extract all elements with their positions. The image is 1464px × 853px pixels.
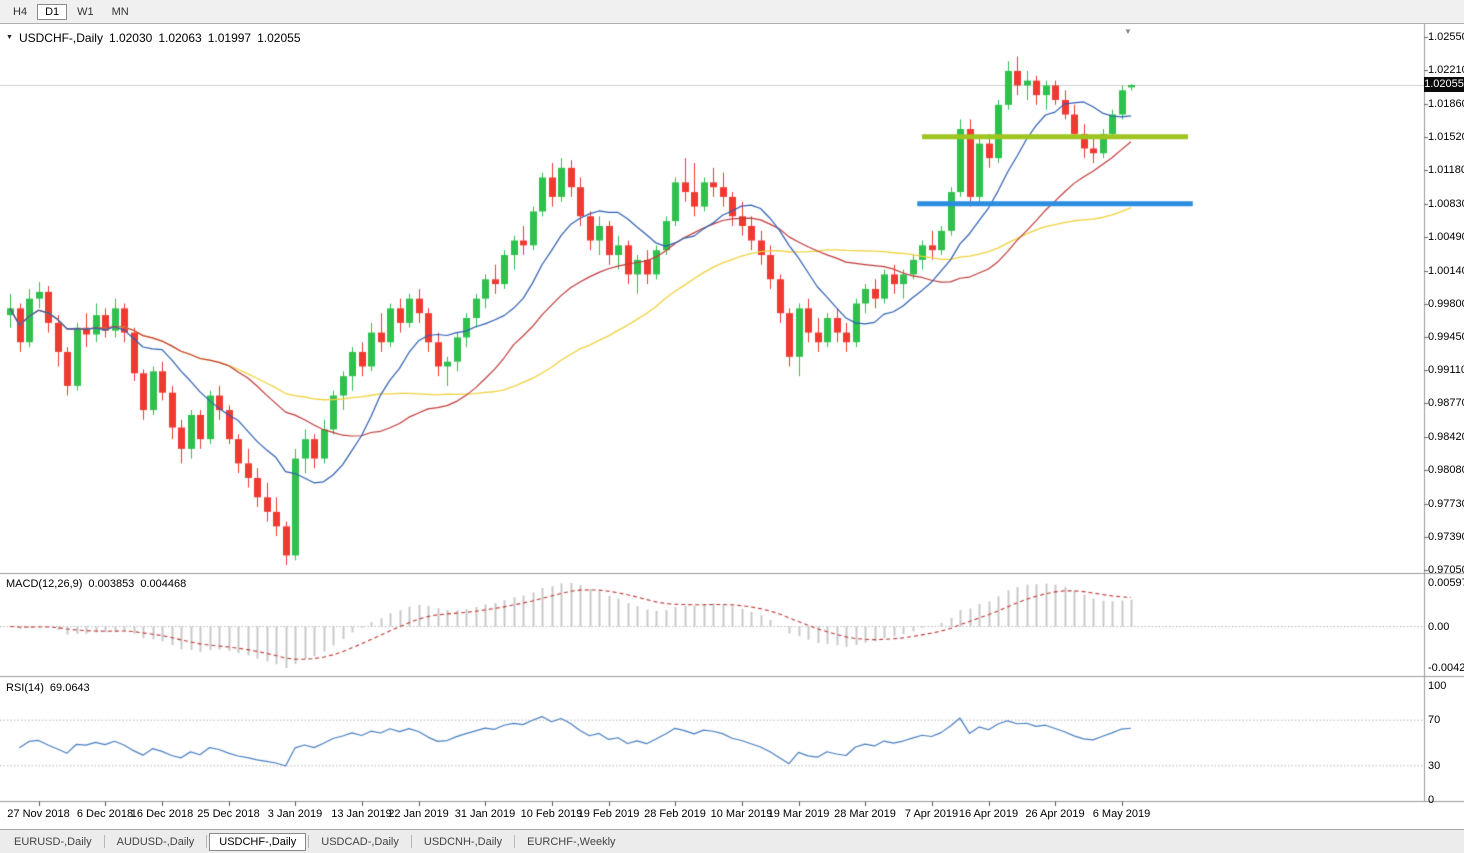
timeframe-toolbar: H4 D1 W1 MN — [0, 0, 1464, 24]
tab-divider — [103, 835, 105, 848]
price-axis-label: 0.98080 — [1428, 464, 1464, 477]
date-axis-label: 6 May 2019 — [1092, 808, 1151, 820]
date-axis-label: 28 Feb 2019 — [644, 808, 706, 820]
date-axis[interactable]: 27 Nov 2018 6 Dec 2018 16 Dec 2018 25 Dec 2… — [0, 802, 1424, 828]
price-axis-label: 0.97050 — [1428, 564, 1464, 576]
timeframe-button-mn[interactable]: MN — [111, 5, 129, 18]
rsi-value: 69.0643 — [49, 682, 90, 694]
date-axis-label: 16 Dec 2018 — [130, 808, 194, 820]
price-axis-label: 0.98420 — [1428, 431, 1464, 444]
timeframe-button-d1[interactable]: D1 — [37, 3, 68, 20]
tab-divider — [514, 835, 516, 848]
date-axis-label: 7 Apr 2019 — [904, 808, 959, 820]
chart-menu-icon[interactable]: ▼ — [6, 34, 13, 41]
chart-symbol-label: USDCHF-,Daily — [18, 31, 103, 45]
macd-axis-label: 0.00597 — [1428, 577, 1464, 589]
price-axis-label: 1.00490 — [1428, 230, 1464, 243]
price-axis-label: 1.01860 — [1428, 97, 1464, 110]
date-axis-label: 26 Apr 2019 — [1025, 808, 1085, 820]
date-axis-label: 19 Mar 2019 — [767, 808, 830, 820]
date-axis-label: 3 Jan 2019 — [267, 808, 323, 820]
chart-tab-audusd[interactable]: AUDUSD-,Daily — [116, 835, 195, 848]
rsi-name: RSI(14) — [6, 682, 44, 694]
chart-canvas[interactable] — [0, 24, 1464, 829]
macd-main-value: 0.003853 — [88, 578, 135, 590]
rsi-axis-label: 30 — [1428, 759, 1441, 772]
price-axis-label: 1.02210 — [1428, 63, 1464, 76]
price-axis-label: 1.01520 — [1428, 130, 1464, 143]
ohlc-open: 1.02030 — [108, 31, 153, 45]
chart-tab-usdcnh[interactable]: USDCNH-,Daily — [423, 835, 503, 848]
rsi-axis-label: 0 — [1428, 794, 1435, 806]
chart-tab-usdcad[interactable]: USDCAD-,Daily — [321, 835, 399, 848]
rsi-indicator-label: RSI(14) 69.0643 — [6, 682, 90, 694]
chart-tab-usdchf[interactable]: USDCHF-,Daily — [209, 832, 307, 851]
ohlc-high: 1.02063 — [158, 31, 202, 45]
timeframe-button-h4[interactable]: H4 — [13, 5, 28, 18]
macd-signal-value: 0.004468 — [140, 578, 187, 590]
ohlc-close: 1.02055 — [257, 31, 301, 45]
price-axis-label: 0.97390 — [1428, 531, 1464, 544]
date-axis-label: 25 Dec 2018 — [197, 808, 260, 820]
chart-title: ▼ USDCHF-,Daily 1.02030 1.02063 1.01997 … — [6, 31, 301, 45]
tab-divider — [410, 835, 412, 848]
date-axis-label: 22 Jan 2019 — [388, 808, 449, 820]
macd-name: MACD(12,26,9) — [6, 578, 83, 590]
chart-shift-marker[interactable]: ▼ — [1124, 27, 1132, 36]
chart-tabs-bar: EURUSD-,Daily AUDUSD-,Daily USDCHF-,Daily U… — [0, 829, 1464, 853]
tab-divider — [308, 835, 310, 848]
date-axis-label: 6 Dec 2018 — [76, 808, 134, 820]
date-axis-label: 28 Mar 2019 — [834, 808, 896, 820]
price-axis-label: 0.99800 — [1428, 297, 1464, 310]
price-axis-label: 1.00140 — [1428, 264, 1464, 277]
rsi-axis-label: 70 — [1428, 714, 1441, 727]
price-axis-label: 1.02550 — [1428, 31, 1464, 43]
date-axis-label: 10 Mar 2019 — [710, 808, 773, 820]
date-axis-label: 27 Nov 2018 — [7, 808, 70, 820]
ohlc-low: 1.01997 — [207, 31, 252, 45]
date-axis-label: 16 Apr 2019 — [958, 808, 1019, 820]
price-axis-label: 0.98770 — [1428, 397, 1464, 410]
macd-axis-label: 0.00 — [1428, 620, 1450, 633]
rsi-axis-label: 100 — [1428, 680, 1447, 692]
price-axis-label: 0.99450 — [1428, 331, 1464, 344]
date-axis-label: 31 Jan 2019 — [454, 808, 516, 820]
chart-tab-eurusd[interactable]: EURUSD-,Daily — [14, 835, 92, 848]
price-axis-label: 0.99110 — [1428, 364, 1464, 377]
price-axis-label: 0.97730 — [1428, 498, 1464, 511]
price-axis-label: 1.01180 — [1428, 163, 1464, 176]
price-axis[interactable]: 1.02550 1.02210 1.01860 1.01520 1.01180 1.008… — [1424, 24, 1464, 806]
macd-axis-label: -0.004243 — [1428, 662, 1464, 674]
current-price-badge: 1.02055 — [1424, 77, 1464, 93]
date-axis-label: 19 Feb 2019 — [577, 808, 640, 820]
date-axis-label: 10 Feb 2019 — [520, 808, 583, 820]
macd-indicator-label: MACD(12,26,9) 0.003853 0.004468 — [6, 578, 186, 590]
chart-tab-eurchf[interactable]: EURCHF-,Weekly — [527, 835, 616, 848]
price-axis-label: 1.00830 — [1428, 197, 1464, 210]
tab-divider — [206, 835, 208, 848]
date-axis-label: 13 Jan 2019 — [331, 808, 392, 820]
timeframe-button-w1[interactable]: W1 — [77, 5, 94, 18]
